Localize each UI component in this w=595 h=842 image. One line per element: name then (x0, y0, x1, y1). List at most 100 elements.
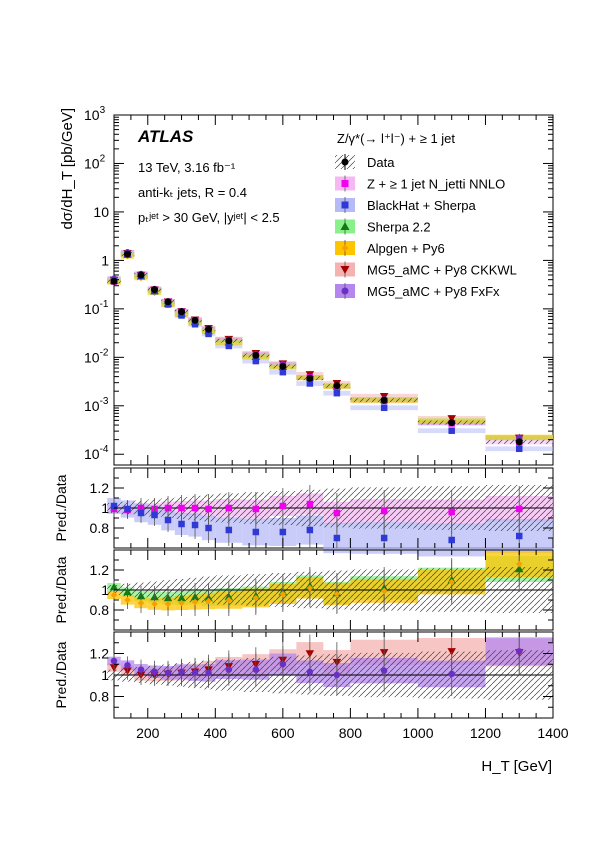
ratio-marker (252, 594, 260, 602)
ratio-marker (191, 521, 199, 529)
ratio-y-label: Pred./Data (53, 474, 69, 541)
ratio-marker (279, 661, 287, 668)
ratio-marker (279, 528, 287, 536)
ratio-marker (178, 668, 185, 676)
jet-algo-label: anti-kₜ jets, R = 0.4 (138, 185, 247, 200)
ratio-marker (333, 671, 341, 679)
main-marker (178, 312, 185, 319)
ratio-marker (333, 590, 341, 598)
ratio-tick-label: 1.2 (90, 646, 110, 662)
ratio-marker (306, 668, 314, 676)
y-tick-label: 10-4 (84, 444, 109, 462)
ratio-marker (205, 524, 212, 532)
ratio-marker (137, 599, 145, 607)
y-tick-label: 102 (84, 153, 106, 171)
ratio-marker (109, 582, 119, 591)
data-point (164, 298, 172, 306)
process-label: Z/γ*(→ l⁺l⁻) + ≥ 1 jet (337, 131, 455, 146)
ratio-marker (110, 591, 118, 599)
ratio-marker (137, 666, 145, 673)
ratio-tick-label: 0.8 (90, 520, 110, 536)
legend-marker (341, 244, 349, 252)
data-point (151, 286, 159, 294)
ratio-tick-label: 1 (101, 500, 109, 516)
main-marker (205, 330, 212, 338)
energy-lumi-label: 13 TeV, 3.16 fb⁻¹ (138, 160, 236, 175)
ratio-marker (333, 534, 341, 542)
legend-marker (341, 180, 349, 187)
ratio-marker (178, 599, 185, 607)
x-tick-label: 1400 (537, 725, 568, 741)
ratio-tick-label: 1.2 (90, 562, 110, 578)
main-marker (191, 320, 199, 328)
ratio-marker (225, 526, 233, 534)
experiment-label: ATLAS (137, 127, 194, 146)
ratio-marker (515, 648, 523, 655)
main-marker (225, 342, 233, 350)
legend-entry: Z + ≥ 1 jet N_jetti NNLO (367, 177, 505, 192)
x-tick-label: 1000 (402, 725, 433, 741)
ratio-marker (333, 509, 341, 517)
ratio-marker (306, 500, 314, 508)
ratio-marker (205, 505, 212, 513)
y-tick-label: 10-2 (84, 347, 109, 365)
ratio-marker (124, 596, 131, 604)
y-tick-label: 1 (101, 252, 109, 268)
ratio-marker (380, 507, 388, 515)
data-point (380, 396, 388, 404)
main-marker (333, 389, 341, 397)
ratio-marker (447, 648, 456, 656)
legend-entry: BlackHat + Sherpa (367, 198, 477, 213)
data-point (306, 374, 314, 382)
data-point (205, 325, 213, 333)
data-point (225, 337, 233, 345)
ratio-marker (306, 584, 314, 592)
legend-entry: Data (367, 155, 395, 170)
y-axis-label: dσ/dH_T [pb/GeV] (59, 108, 76, 230)
ratio-marker (151, 600, 158, 608)
ratio-marker (164, 669, 172, 677)
legend-marker (341, 287, 349, 295)
ratio-marker (252, 666, 260, 673)
data-point (515, 438, 523, 446)
y-tick-label: 10-3 (84, 396, 109, 414)
ratio-tick-label: 0.8 (90, 689, 110, 705)
x-tick-label: 400 (204, 725, 228, 741)
ratio-marker (110, 502, 118, 510)
ratio-marker (151, 511, 158, 519)
ratio-marker (225, 666, 233, 673)
ratio-y-label: Pred./Data (53, 556, 69, 623)
ratio-marker (124, 662, 131, 669)
ratio-marker (448, 508, 455, 516)
main-marker (380, 404, 388, 412)
ratio-marker (515, 532, 523, 540)
legend-marker (340, 266, 350, 274)
ratio-marker (380, 587, 388, 595)
ratio-marker (225, 504, 233, 512)
data-point (178, 308, 186, 316)
y-tick-label: 103 (84, 105, 106, 123)
ratio-marker (178, 520, 185, 528)
data-point (279, 362, 287, 370)
ratio-marker (306, 526, 314, 534)
ratio-marker (178, 504, 185, 512)
data-point (110, 277, 118, 285)
ratio-marker (252, 505, 260, 513)
data-point (333, 382, 341, 390)
ratio-marker (164, 600, 172, 608)
legend-entry: Alpgen + Py6 (367, 241, 445, 256)
ratio-tick-label: 1 (101, 582, 109, 598)
legend-marker (340, 222, 350, 230)
main-marker (306, 380, 314, 387)
y-tick-label: 10-1 (84, 299, 109, 317)
main-marker (252, 357, 260, 365)
x-tick-label: 800 (339, 725, 363, 741)
ratio-marker (448, 536, 455, 544)
ratio-marker (448, 578, 455, 586)
ratio-marker (515, 560, 523, 568)
legend-entry: Sherpa 2.2 (367, 220, 431, 235)
ratio-tick-label: 0.8 (90, 602, 110, 618)
y-tick-label: 10 (93, 204, 109, 220)
data-point (137, 271, 145, 279)
